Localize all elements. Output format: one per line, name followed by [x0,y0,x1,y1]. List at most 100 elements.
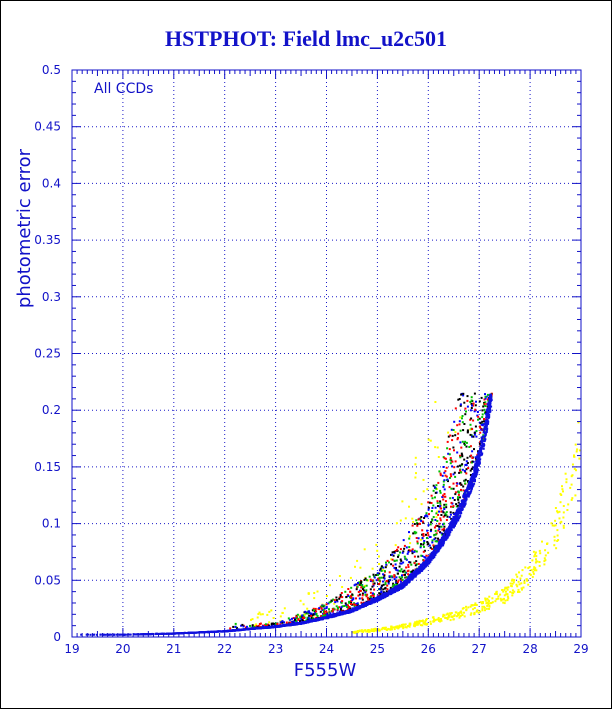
data-point [477,415,480,418]
data-point [323,614,326,617]
faint-sequence-point [558,517,561,520]
faint-sequence-point [447,616,450,619]
locus-point [418,566,421,569]
data-point [357,594,360,597]
data-point [416,522,419,524]
locus-point [481,453,483,456]
faint-sequence-point [485,607,488,610]
locus-point [188,631,191,634]
locus-point [343,611,346,614]
data-point [234,625,237,628]
locus-point [371,601,373,604]
locus-point [335,614,338,617]
locus-point [92,633,95,636]
faint-sequence-point [533,569,536,572]
data-point [320,606,323,609]
faint-sequence-point [532,568,535,571]
locus-point [307,621,309,624]
faint-sequence-point [483,606,486,609]
data-point [391,585,394,588]
data-point [388,571,391,574]
data-point [350,600,353,602]
data-point [442,523,444,526]
data-point [400,559,403,562]
locus-point [382,596,385,599]
data-point [339,595,342,598]
locus-point [201,631,203,634]
y-tick-label: 0.1 [42,517,61,531]
locus-point [140,633,143,636]
data-point [433,526,436,529]
locus-point [477,459,480,462]
labels-layer: photometric error F555W All CCDs [14,81,356,681]
data-point [402,550,405,553]
faint-sequence-point [495,591,498,594]
faint-sequence-point [556,534,559,537]
data-point [415,550,418,553]
locus-point [404,584,406,587]
outlier-point [415,472,417,475]
faint-sequence-point [573,454,575,457]
data-point [421,555,424,557]
y-tick-label: 0.5 [42,63,61,77]
data-point [386,584,389,587]
data-point [308,612,311,614]
data-point [465,468,468,471]
data-point [443,522,446,525]
outlier-point [356,559,359,562]
data-point [393,583,395,586]
data-point [454,434,457,437]
locus-point [296,622,298,625]
locus-point [187,632,190,635]
data-point [422,521,425,524]
data-point [397,554,400,557]
data-point [427,542,430,545]
data-point [461,421,464,424]
data-point [301,619,304,621]
data-point [476,414,479,417]
data-point [464,440,467,443]
data-point [382,583,385,586]
faint-sequence-point [423,622,426,625]
data-point [322,608,325,611]
data-point [365,584,368,587]
data-point [337,606,339,609]
data-point [408,531,410,534]
data-point [483,418,485,420]
data-point [306,616,309,619]
data-point [329,600,332,603]
data-point [423,517,426,519]
data-point [335,605,338,608]
data-point [273,623,276,625]
data-point [484,412,487,415]
data-point [459,469,461,472]
data-point [419,522,421,525]
faint-sequence-point [532,572,535,575]
locus-point [345,610,348,613]
faint-sequence-point [446,617,449,619]
faint-sequence-point [480,602,483,605]
faint-sequence-point [499,597,502,600]
data-point [281,620,284,623]
locus-point [199,631,202,634]
data-point [476,411,479,413]
data-point [387,582,390,585]
data-point [393,559,396,562]
data-point [440,532,443,535]
outlier-point [349,576,352,579]
x-tick-label: 22 [217,642,232,656]
data-point [293,617,296,620]
locus-point [352,609,355,612]
data-point [397,579,400,582]
data-point [294,618,296,621]
data-point [360,580,363,583]
locus-point [441,538,444,541]
data-point [459,403,462,406]
locus-point [364,604,367,607]
data-point [463,401,466,404]
locus-point [420,566,423,569]
data-point [478,442,481,445]
locus-point [387,594,390,597]
locus-point [451,525,454,528]
data-point [426,529,429,532]
